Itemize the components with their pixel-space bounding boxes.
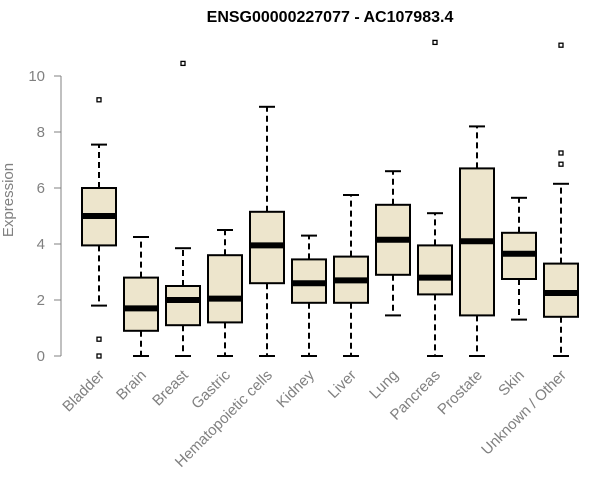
box-kidney <box>291 234 327 357</box>
outlier-point <box>180 60 186 67</box>
y-tick-label: 4 <box>37 236 45 253</box>
iqr-box <box>417 244 453 296</box>
iqr-box <box>123 276 159 332</box>
outlier-point <box>96 336 102 342</box>
iqr-box <box>165 285 201 327</box>
box-skin <box>501 196 537 321</box>
box-liver <box>333 194 369 357</box>
x-tick-label: Prostate <box>434 367 486 419</box>
outlier-point <box>96 353 102 359</box>
outlier-point <box>558 161 564 167</box>
x-tick-label: Liver <box>325 367 360 402</box>
y-tick-label: 2 <box>37 292 45 309</box>
box-gastric <box>207 229 243 357</box>
box-breast <box>165 60 201 357</box>
box-unknown-other <box>543 42 579 357</box>
outlier-point <box>558 150 564 156</box>
box-hematopoietic-cells <box>249 105 285 357</box>
y-axis: 0 2 4 6 8 10 <box>28 68 62 365</box>
y-tick-label: 10 <box>28 68 45 85</box>
box-brain <box>123 236 159 357</box>
y-axis-label: Expression <box>0 163 17 237</box>
box-lung <box>375 170 411 317</box>
x-tick-label: Skin <box>495 367 528 400</box>
boxes-layer <box>81 39 579 359</box>
outlier-point <box>558 42 564 48</box>
box-prostate <box>459 125 495 357</box>
chart-title: ENSG00000227077 - AC107983.4 <box>207 9 454 26</box>
x-tick-label: Breast <box>149 366 192 409</box>
x-tick-label: Brain <box>113 367 150 404</box>
y-tick-label: 8 <box>37 124 45 141</box>
box-pancreas <box>417 39 453 357</box>
y-tick-label: 6 <box>37 180 45 197</box>
outlier-point <box>96 97 102 103</box>
box-bladder <box>81 97 117 359</box>
x-tick-label: Kidney <box>273 366 318 411</box>
y-tick-label: 0 <box>37 348 45 365</box>
x-tick-label: Bladder <box>59 367 108 416</box>
outlier-point <box>432 39 438 46</box>
x-tick-label: Lung <box>366 367 402 403</box>
iqr-box <box>207 254 243 324</box>
